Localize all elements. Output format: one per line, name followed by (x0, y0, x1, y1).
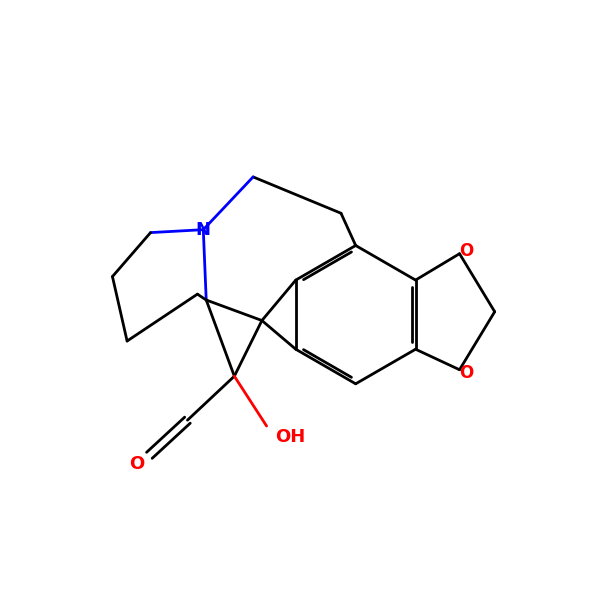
Text: OH: OH (275, 428, 305, 446)
Text: O: O (460, 364, 473, 382)
Text: N: N (196, 221, 211, 239)
Text: O: O (129, 455, 144, 473)
Text: O: O (460, 242, 473, 260)
